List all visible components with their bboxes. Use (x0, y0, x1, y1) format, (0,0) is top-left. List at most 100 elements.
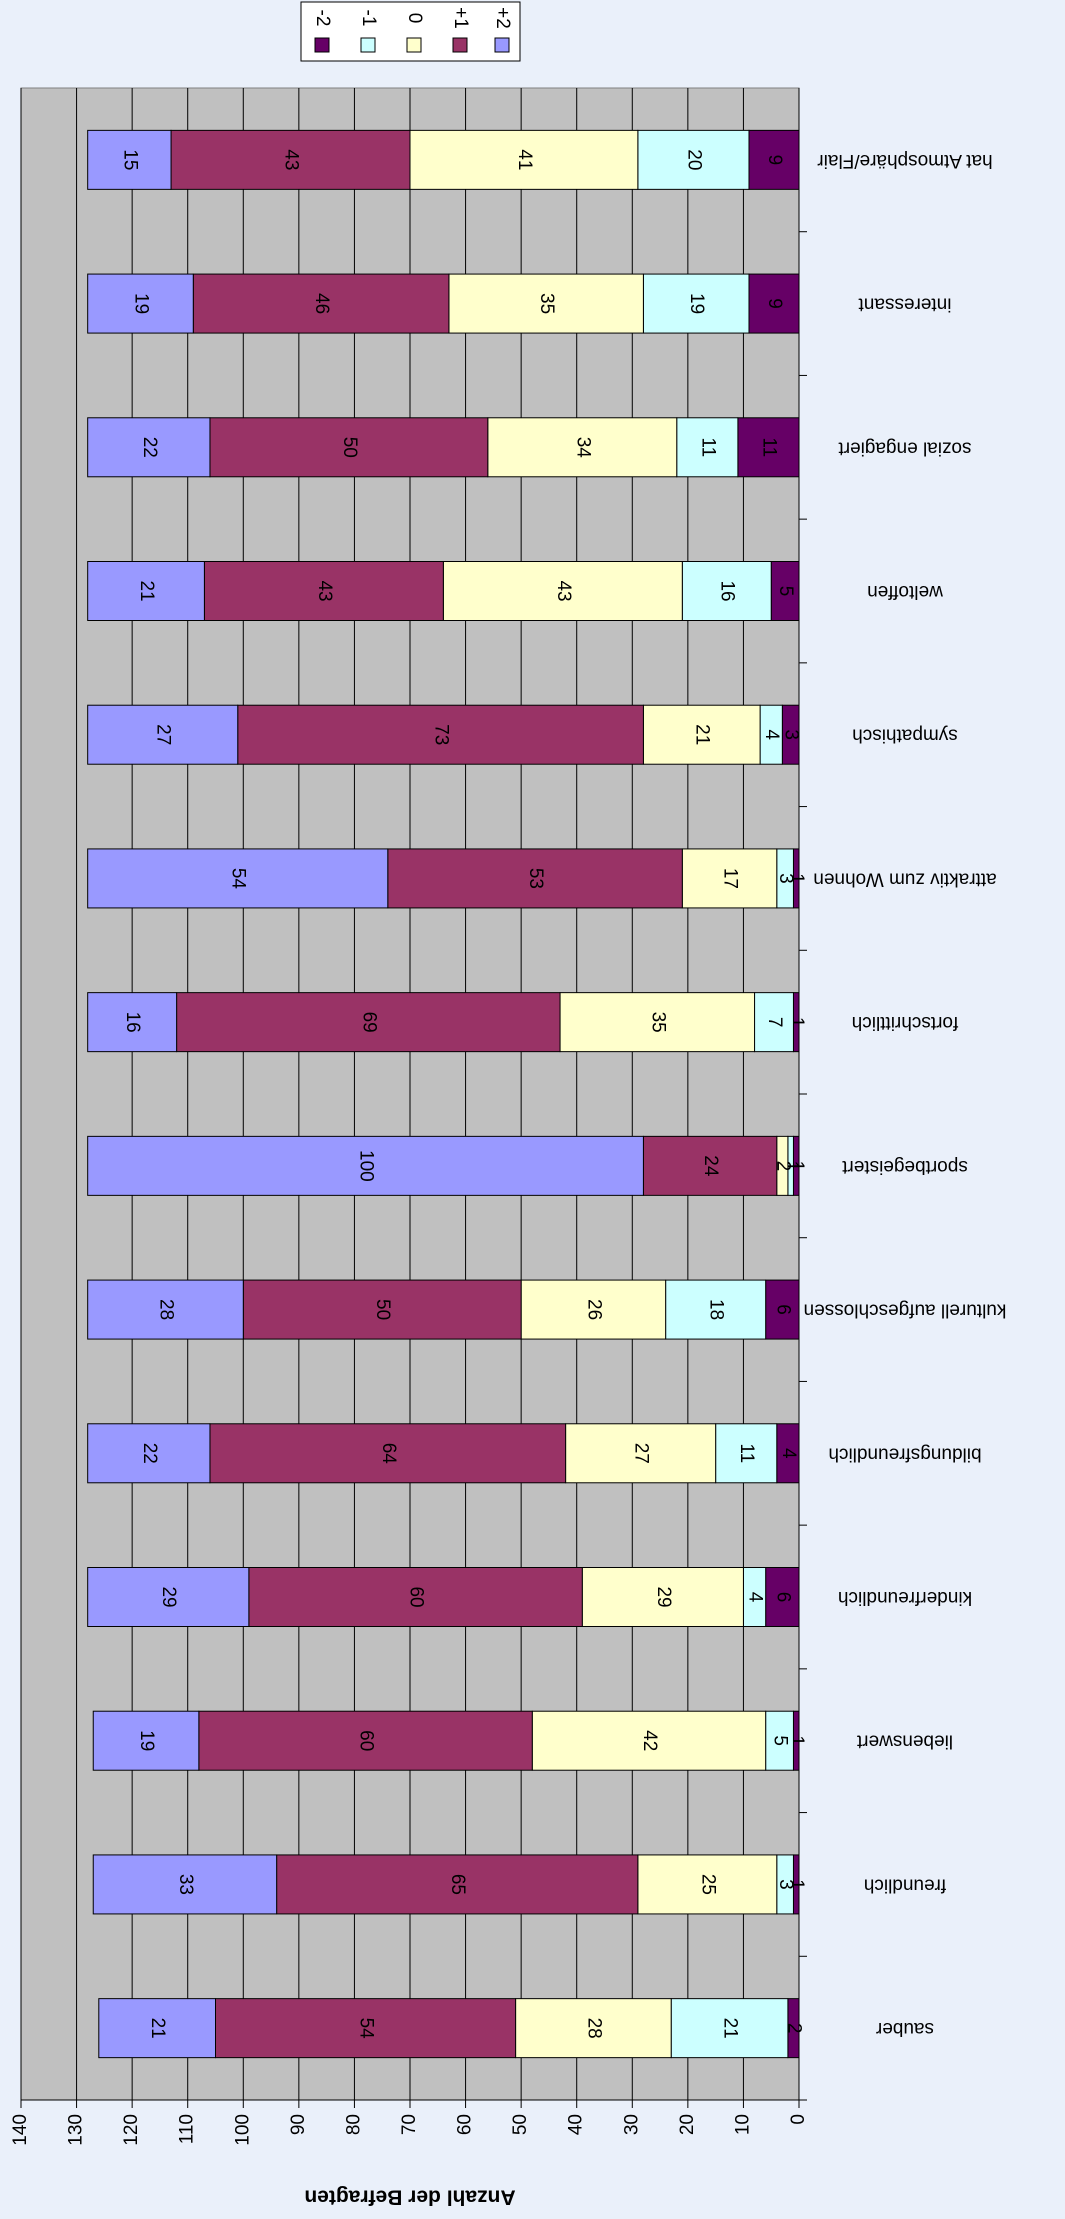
data-label: 6 (772, 1304, 793, 1315)
bar-segment (387, 848, 683, 909)
legend-label: +2 (492, 7, 513, 29)
data-label: 25 (697, 1874, 718, 1895)
data-label: 11 (758, 437, 779, 457)
bar-segment (87, 1279, 244, 1340)
data-label: 1 (786, 873, 807, 884)
bar-segment (676, 417, 739, 478)
y-tick-label: 0 (788, 2114, 809, 2125)
bar-segment (192, 273, 450, 334)
bar-segment (531, 1710, 767, 1771)
bar-segment (637, 129, 750, 190)
bar-segment (87, 704, 239, 765)
data-label: 1 (786, 1879, 807, 1890)
bar-segment (248, 1567, 583, 1627)
legend-swatch (314, 37, 330, 53)
data-label: 26 (583, 1299, 604, 1320)
data-label: 53 (525, 868, 546, 889)
data-label: 4 (778, 1448, 799, 1459)
data-label: 4 (761, 729, 782, 740)
y-tick-label: 110 (177, 2114, 198, 2144)
data-label: 19 (686, 293, 707, 314)
category-label: attraktiv zum Wohnen (813, 868, 996, 889)
data-label: 69 (358, 1012, 379, 1033)
y-tick-label: 50 (510, 2114, 531, 2135)
legend-swatch (360, 37, 376, 53)
data-label: 46 (311, 293, 332, 314)
data-label: 18 (706, 1299, 727, 1320)
category-label: sozial engagiert (838, 437, 972, 458)
bar-segment (98, 1998, 216, 2059)
data-label: 54 (356, 2018, 377, 2040)
legend-swatch (494, 37, 510, 53)
bar-segment (209, 1423, 567, 1484)
bar-segment (642, 1135, 778, 1196)
data-label: 43 (314, 580, 335, 601)
bar-segment (203, 561, 444, 621)
category-label: hat Atmosphäre/Flair (817, 150, 993, 171)
data-label: 1 (786, 1161, 807, 1172)
bar-segment (487, 417, 678, 478)
bar-segment (87, 273, 194, 334)
legend-label: -2 (312, 10, 333, 27)
bar-segment (87, 1567, 250, 1627)
data-label: 3 (781, 729, 802, 740)
bar-segment (242, 1279, 522, 1340)
data-label: 1 (786, 1735, 807, 1746)
data-label: 17 (720, 868, 741, 889)
category-label: sportbegeistert (841, 1156, 967, 1177)
y-tick-label: 80 (343, 2114, 364, 2135)
data-label: 60 (406, 1586, 427, 1607)
legend-label: 0 (404, 13, 425, 24)
data-label: 6 (772, 1592, 793, 1603)
data-label: 3 (775, 1879, 796, 1890)
axis-title: Anzahl der Befragten (304, 2185, 515, 2208)
data-label: 50 (339, 437, 360, 458)
bar-segment (409, 129, 639, 190)
bar-segment (176, 992, 561, 1053)
data-label: 21 (136, 580, 157, 601)
data-label: 54 (228, 868, 249, 890)
bar-segment (770, 561, 800, 621)
data-label: 28 (583, 2018, 604, 2039)
bar-segment (681, 848, 778, 909)
bar-segment (748, 129, 800, 190)
data-label: 15 (119, 149, 140, 170)
data-label: 19 (130, 293, 151, 314)
data-label: 22 (139, 437, 160, 458)
data-label: 35 (536, 293, 557, 314)
y-tick-label: 30 (621, 2114, 642, 2135)
bar-segment (87, 1423, 211, 1484)
bar-segment (665, 1279, 767, 1340)
bar-segment (765, 1710, 794, 1771)
y-tick-label: 60 (455, 2114, 476, 2135)
bar-segment (681, 561, 772, 621)
category-label: kulturell aufgeschlossen (804, 1300, 1007, 1321)
data-label: 11 (697, 437, 718, 457)
data-label: 4 (745, 1592, 766, 1603)
data-label: 16 (122, 1012, 143, 1033)
bar-segment (87, 129, 172, 190)
bar-segment (642, 273, 750, 334)
bar-segment (737, 417, 800, 478)
bar-segment (565, 1423, 717, 1484)
bar-segment (87, 561, 205, 621)
bar-segment (87, 992, 178, 1053)
data-label: 22 (139, 1443, 160, 1464)
data-label: 42 (639, 1730, 660, 1751)
data-label: 27 (631, 1443, 652, 1464)
bar-segment (237, 704, 644, 765)
data-label: 100 (356, 1150, 377, 1182)
legend-swatch (406, 37, 422, 53)
data-label: 64 (378, 1443, 399, 1465)
category-label: weltoffen (867, 581, 944, 602)
data-label: 5 (775, 586, 796, 597)
data-label: 34 (572, 437, 593, 459)
category-label: sympathisch (852, 725, 958, 746)
legend-label: -1 (358, 10, 379, 27)
y-tick-label: 40 (566, 2114, 587, 2135)
legend-label: +1 (450, 7, 471, 29)
bar-segment (448, 273, 644, 334)
y-tick-label: 120 (121, 2114, 142, 2146)
data-label: 43 (281, 149, 302, 170)
